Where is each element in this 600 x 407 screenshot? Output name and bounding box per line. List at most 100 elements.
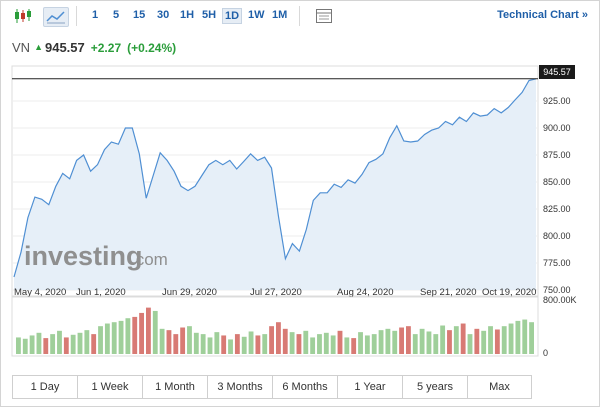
y-tick-label: 850.00: [543, 177, 571, 187]
range-max[interactable]: Max: [468, 376, 531, 398]
range-3-months[interactable]: 3 Months: [208, 376, 273, 398]
x-tick-label: Sep 21, 2020: [420, 287, 477, 298]
volume-bar: [57, 330, 62, 354]
volume-bar: [364, 335, 370, 354]
interval-1[interactable]: 1: [92, 9, 99, 21]
interval-1w[interactable]: 1W: [248, 9, 265, 21]
volume-bar: [399, 327, 404, 354]
toolbar-divider: [76, 6, 77, 26]
volume-bar: [474, 328, 480, 354]
range-5-years[interactable]: 5 years: [403, 376, 468, 398]
volume-bar: [43, 338, 49, 354]
interval-1h[interactable]: 1H: [180, 9, 195, 21]
y-tick-label: 875.00: [543, 150, 571, 160]
symbol-label: VN: [12, 40, 31, 55]
volume-bar: [296, 334, 302, 354]
volume-bar: [378, 330, 384, 354]
y-tick-label: 775.00: [543, 258, 571, 268]
volume-bar: [371, 334, 377, 354]
volume-bar: [91, 334, 97, 354]
volume-bar: [276, 322, 281, 354]
volume-bar: [494, 329, 500, 354]
technical-chart-link[interactable]: Technical Chart »: [497, 9, 588, 21]
volume-bar: [207, 337, 213, 354]
data-table-icon[interactable]: [314, 7, 334, 25]
x-tick-label: Aug 24, 2020: [337, 287, 394, 298]
range-1-week[interactable]: 1 Week: [78, 376, 143, 398]
volume-bar: [289, 332, 295, 354]
volume-bar: [269, 326, 274, 354]
interval-15[interactable]: 15: [133, 9, 146, 21]
chart-toolbar: 1 5 15 30 1H 5H 1D 1W 1M Technical Chart…: [0, 0, 598, 32]
volume-bar: [515, 320, 521, 354]
y-tick-label: 750.00: [543, 285, 571, 295]
volume-bar: [118, 320, 124, 354]
x-tick-label: Jul 27, 2020: [250, 287, 302, 298]
interval-30[interactable]: 30: [157, 9, 170, 21]
watermark-suffix: .com: [131, 250, 168, 269]
volume-bar: [234, 334, 240, 354]
price-area-fill: [14, 78, 536, 290]
volume-bar: [111, 322, 117, 354]
y-tick-label: 825.00: [543, 204, 571, 214]
volume-bar: [166, 330, 172, 354]
y-tick-label: 900.00: [543, 123, 571, 133]
interval-1m[interactable]: 1M: [272, 9, 288, 21]
volume-bar: [358, 332, 363, 354]
interval-5[interactable]: 5: [113, 9, 120, 21]
volume-bar: [159, 328, 165, 354]
volume-bar: [337, 330, 343, 354]
volume-bar: [433, 334, 439, 354]
volume-bar: [481, 330, 487, 354]
candlestick-icon[interactable]: [13, 7, 33, 25]
volume-bar: [467, 334, 473, 354]
watermark-brand: investing: [24, 241, 143, 271]
volume-bar: [187, 326, 192, 354]
volume-tick-label: 800.00K: [543, 295, 577, 305]
volume-bar: [392, 330, 398, 354]
investing-watermark: investing .com: [24, 241, 168, 271]
volume-tick-label: 0: [543, 348, 548, 358]
volume-bar: [146, 307, 151, 354]
volume-bar: [63, 337, 69, 354]
volume-bar: [104, 323, 110, 354]
x-tick-label: May 4, 2020: [14, 287, 66, 298]
volume-bar: [262, 334, 268, 354]
volume-bar: [29, 335, 35, 354]
volume-bar: [84, 330, 90, 354]
time-range-selector: 1 Day 1 Week 1 Month 3 Months 6 Months 1…: [12, 375, 532, 399]
volume-bar: [317, 334, 322, 354]
interval-5h[interactable]: 5H: [202, 9, 217, 21]
volume-bar: [180, 327, 186, 354]
x-tick-label: Jun 1, 2020: [76, 287, 126, 298]
range-1-month[interactable]: 1 Month: [143, 376, 208, 398]
volume-bar: [255, 335, 261, 354]
volume-bar: [453, 326, 459, 354]
interval-1d[interactable]: 1D: [222, 8, 243, 24]
volume-plot-frame: [11, 296, 539, 357]
range-6-months[interactable]: 6 Months: [273, 376, 338, 398]
area-chart-icon[interactable]: [43, 7, 69, 27]
volume-bar: [16, 337, 21, 354]
volume-bar: [248, 331, 254, 354]
volume-bar: [98, 326, 103, 354]
volume-bar: [419, 328, 425, 354]
range-1-day[interactable]: 1 Day: [13, 376, 78, 398]
volume-bar: [412, 334, 418, 354]
price-chart[interactable]: investing .com 925.00 900.00 875.00 850.00 8…: [0, 60, 600, 360]
last-price-tag: 945.57: [539, 65, 575, 79]
volume-bar: [440, 325, 446, 354]
volume-bar: [282, 328, 288, 354]
last-price: 945.57: [44, 40, 85, 55]
volume-bar: [50, 334, 56, 354]
volume-bar: [501, 326, 507, 354]
volume-bar: [241, 336, 247, 354]
volume-bar: [214, 332, 220, 354]
volume-bar: [200, 334, 206, 354]
volume-bar: [447, 330, 452, 354]
range-1-year[interactable]: 1 Year: [338, 376, 403, 398]
volume-bar: [22, 338, 28, 354]
volume-bar: [132, 316, 138, 354]
up-arrow-icon: ▲: [34, 42, 43, 52]
volume-bar: [36, 332, 42, 354]
